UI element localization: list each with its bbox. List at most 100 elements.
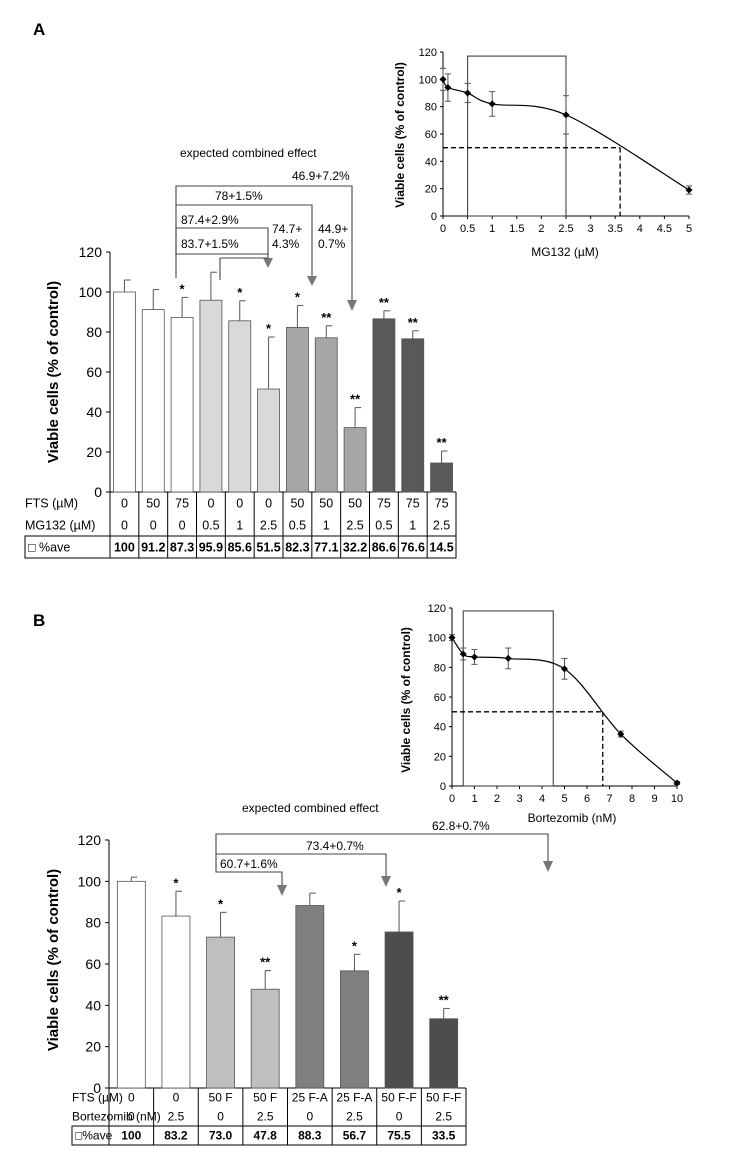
y-tick-label: 40 (85, 997, 101, 1013)
y-tick-label: 0 (93, 1080, 101, 1096)
panel-a-inset-y-label: Viable cells (% of control) (393, 62, 407, 208)
x-tick-label: 6 (584, 793, 590, 805)
y-tick-label: 60 (425, 129, 437, 141)
table-row-label: □%ave (75, 1128, 113, 1142)
y-tick-label: 40 (434, 722, 446, 734)
x-tick-label: 2.5 (558, 223, 573, 235)
x-tick-label: 1.5 (509, 223, 524, 235)
annotation-87-4: 87.4+2.9% (181, 213, 239, 227)
table-cell: 32.2 (343, 540, 367, 554)
panel-b-inset-series (448, 610, 681, 787)
x-tick-label: 0 (449, 793, 455, 805)
table-cell: 2.5 (260, 518, 277, 532)
bar (199, 299, 223, 493)
significance-star: * (173, 875, 179, 890)
significance-star: * (397, 885, 403, 900)
annotation-60-7: 60.7+1.6% (220, 857, 278, 871)
significance-star: * (352, 938, 358, 953)
table-cell: 50 (319, 496, 333, 510)
annotation-62-8: 62.8+0.7% (432, 819, 490, 833)
data-point (444, 84, 452, 92)
bar (401, 338, 425, 493)
x-tick-label: 9 (651, 793, 657, 805)
table-cell: 0.5 (289, 518, 306, 532)
table-cell: 82.3 (285, 540, 309, 554)
data-point (448, 634, 456, 642)
panel-a-inset-axes: 0 20 40 60 80 100 120 0 0.5 1 1.5 2 2.5 3 3.5 4 4.5 5 (419, 47, 692, 235)
bar (228, 320, 252, 493)
x-tick-label: 1 (471, 793, 477, 805)
bar (116, 880, 146, 1089)
annotation-title: expected combined effect (180, 146, 317, 160)
data-point (504, 654, 512, 662)
table-cell: 50 F-F (381, 1090, 416, 1104)
y-tick-label: 20 (86, 444, 102, 460)
y-tick-label: 120 (428, 603, 446, 615)
x-tick-label: 5 (686, 223, 692, 235)
x-tick-label: 7 (606, 793, 612, 805)
data-point (488, 100, 496, 108)
significance-star: * (237, 285, 243, 300)
table-row-label: MG132 (µM) (25, 518, 95, 532)
table-line (71, 1125, 467, 1146)
bar (384, 931, 414, 1089)
x-tick-label: 2 (494, 793, 500, 805)
bracket-62-8 (215, 833, 549, 866)
significance-star: ** (439, 992, 450, 1007)
y-tick-label: 0 (440, 781, 446, 793)
bar (113, 291, 136, 493)
table-cell: 56.7 (343, 1128, 367, 1142)
x-tick-label: 5 (561, 793, 567, 805)
panel-b-inset-chart: 0 20 40 60 80 100 120 0 1 2 3 4 5 6 7 8 9 10 Viable cells… (399, 603, 683, 825)
x-tick-label: 1 (489, 223, 495, 235)
y-tick-label: 80 (434, 662, 446, 674)
table-cell: 50 F (209, 1090, 233, 1104)
panel-b-inset-y-label: Viable cells (% of control) (399, 627, 413, 773)
table-cell: 25 F-A (292, 1090, 328, 1104)
panel-a-condition-table: FTS (µM) 0 50 75 0 0 0 50 50 50 75 75 75 MG132 (µM) 0 0… (24, 492, 457, 559)
table-cell: 76.6 (401, 540, 425, 554)
x-tick-label: 8 (629, 793, 635, 805)
panel-a-inset-chart: 0 20 40 60 80 100 120 0 0.5 1 1.5 2 2.5 3 3.5 4 4.5 5 Via… (393, 47, 693, 259)
data-point (561, 665, 568, 673)
bar (161, 915, 191, 1089)
y-tick-label: 40 (86, 404, 102, 420)
table-cell: 75.5 (387, 1128, 411, 1142)
table-cell: 0 (173, 1090, 180, 1104)
table-cell: 0.5 (202, 518, 219, 532)
bar (314, 337, 338, 493)
table-cell: 85.6 (228, 540, 252, 554)
table-cell: 83.2 (164, 1128, 188, 1142)
table-cell: 0 (121, 496, 128, 510)
y-tick-label: 20 (425, 184, 437, 196)
table-cell: 0 (150, 518, 157, 532)
bar (206, 936, 235, 1089)
highlight-box (462, 610, 554, 787)
bar (170, 316, 194, 493)
panel-a-bars: * ************* (113, 271, 453, 493)
y-tick-label: 60 (434, 692, 446, 704)
arrow-head (307, 276, 317, 286)
table-cell: 2.5 (433, 518, 450, 532)
table-cell: 0 (121, 518, 128, 532)
x-tick-label: 0 (440, 223, 446, 235)
table-cell: 75 (175, 496, 189, 510)
arrow-head (347, 300, 357, 311)
bar (343, 427, 367, 493)
y-tick-label: 20 (434, 751, 446, 763)
bracket-60-7 (215, 854, 283, 890)
panel-b-y-axis-label: Viable cells (% of control) (45, 869, 62, 1051)
annotation-78: 78+1.5% (215, 189, 263, 203)
significance-star: * (266, 321, 272, 336)
table-cell: 51.5 (256, 540, 280, 554)
significance-star: * (218, 896, 224, 911)
table-cell: 95.9 (199, 540, 223, 554)
table-cell: 50 (348, 496, 362, 510)
bar (372, 318, 396, 493)
panel-a-inset-series (439, 55, 693, 217)
table-cell: 2.5 (346, 518, 363, 532)
table-cell: 86.6 (372, 540, 396, 554)
bracket-73-4 (215, 840, 387, 881)
table-cell: 1 (409, 518, 416, 532)
